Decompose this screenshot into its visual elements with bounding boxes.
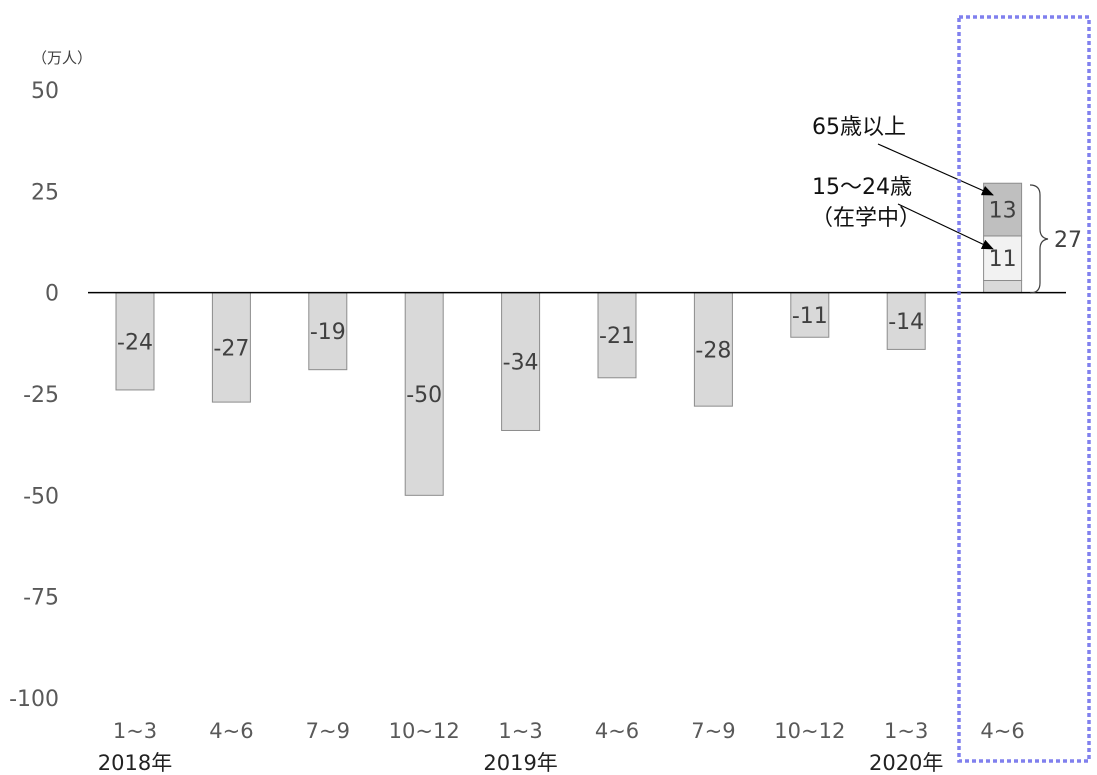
y-tick-label: -75 [23, 586, 59, 611]
x-tick-label: 4~6 [595, 719, 639, 743]
x-tick-label: 10~12 [774, 719, 845, 743]
x-tick-label: 1~3 [113, 719, 157, 743]
bar [501, 292, 541, 431]
bar [790, 292, 830, 338]
bar-value-label: -27 [213, 336, 249, 361]
bar [404, 292, 444, 496]
highlight-frame [957, 15, 1091, 763]
stacked-segment [983, 280, 1023, 294]
annotation-arrow-65 [877, 143, 994, 196]
plot-area: 50 25 0 -25 -50 -75 -100 -24 -27 -19 -50 -34 -21 -28 -… [9, 79, 1066, 775]
bar [693, 292, 733, 407]
annotation-arrow-15-24 [897, 203, 994, 250]
bar [886, 292, 926, 350]
bar-value-label: -24 [117, 330, 153, 355]
y-tick-label: -100 [9, 687, 59, 712]
bar [308, 292, 348, 371]
x-tick-label: 7~9 [306, 719, 350, 743]
annotation-in-school: （在学中） [811, 206, 921, 231]
stacked-segment-label: 13 [989, 199, 1017, 224]
year-label: 2020年 [869, 751, 943, 775]
y-tick-label: 50 [31, 79, 59, 104]
year-label: 2019年 [483, 751, 557, 775]
x-tick-label: 7~9 [691, 719, 735, 743]
y-tick-label: 0 [45, 282, 59, 307]
x-tick-label: 4~6 [980, 719, 1024, 743]
bar [211, 292, 251, 403]
x-tick-label: 4~6 [209, 719, 253, 743]
bar-value-label: -28 [695, 338, 731, 363]
bar-value-label: -14 [888, 310, 924, 335]
stacked-segment-label: 11 [989, 247, 1017, 272]
y-tick-label: -50 [23, 484, 59, 509]
bar-value-label: -11 [792, 304, 828, 329]
unit-label: （万人） [32, 49, 92, 67]
total-bracket [1029, 184, 1049, 294]
annotation-65-and-over: 65歳以上 [812, 115, 906, 140]
y-tick-label: 25 [31, 180, 59, 205]
x-tick-label: 1~3 [884, 719, 928, 743]
bar-value-label: -21 [599, 324, 635, 349]
bar-value-label: -34 [503, 351, 539, 376]
y-tick-label: -25 [23, 383, 59, 408]
bar [115, 292, 155, 391]
total-label: 27 [1054, 228, 1082, 253]
x-tick-label: 1~3 [498, 719, 542, 743]
bar-value-label: -19 [310, 320, 346, 345]
annotation-15-24: 15〜24歳 [812, 175, 912, 200]
bar-value-label: -50 [406, 383, 442, 408]
x-tick-label: 10~12 [389, 719, 460, 743]
year-label: 2018年 [98, 751, 172, 775]
